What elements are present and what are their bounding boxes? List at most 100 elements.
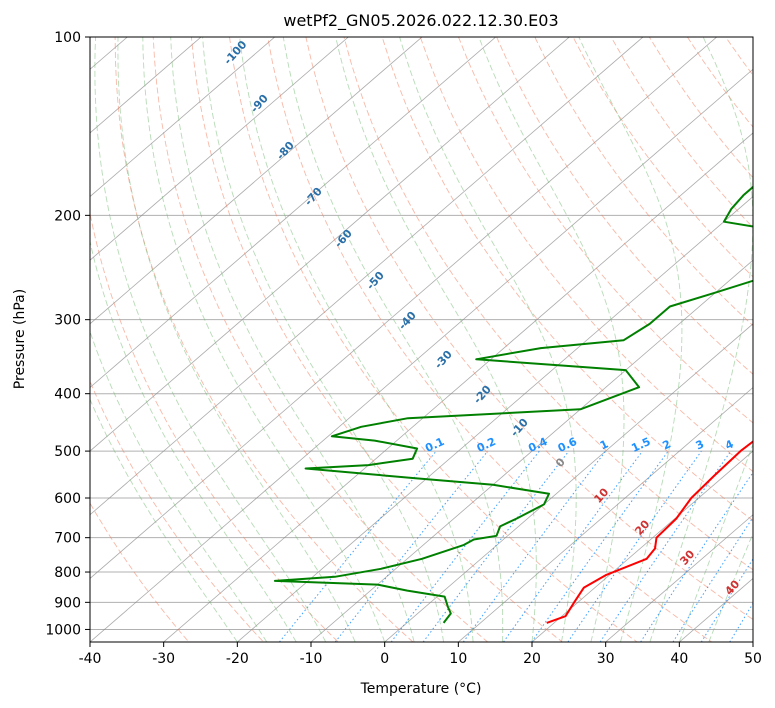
isotherm-line [90, 37, 276, 198]
background-lines [0, 10, 775, 654]
mixing-ratio-line [672, 516, 753, 642]
mixing-ratio-line [700, 558, 753, 642]
dry-adiabat-label: -70 [302, 185, 325, 209]
isotherm-line [752, 641, 753, 642]
mixing-ratio-line [758, 451, 775, 642]
dry-adiabat-line [90, 210, 339, 642]
y-tick-label: 600 [54, 491, 81, 507]
mixing-ratio-line [503, 450, 643, 642]
mixing-ratio-line [640, 471, 753, 642]
x-tick-label: -40 [79, 651, 102, 667]
x-tick-label: 0 [380, 651, 389, 667]
dry-adiabat-line [267, 37, 713, 642]
isotherm-line [90, 37, 423, 325]
dry-adiabat-label: -50 [364, 269, 387, 293]
moist-adiabat-line [90, 398, 238, 642]
moist-adiabat-line [117, 37, 356, 642]
y-tick-label: 200 [54, 208, 81, 224]
moist-adiabat-line [94, 37, 327, 642]
dry-adiabat-line [496, 37, 753, 375]
dry-adiabat-label: -30 [432, 348, 455, 372]
dry-adiabat-line [90, 502, 190, 642]
moist-adiabat-line [202, 37, 445, 642]
mixing-ratio-line [531, 450, 669, 642]
isotherm-line [90, 37, 718, 579]
moist-adiabat-line [578, 37, 683, 642]
dry-adiabat-line [458, 37, 753, 424]
mixing-ratio-label: 1.5 [629, 435, 652, 455]
x-tick-label: 30 [597, 651, 615, 667]
mixing-ratio-line [334, 450, 489, 642]
moist-adiabat-line [708, 532, 753, 642]
isotherm-line [531, 450, 753, 642]
x-axis: -40 -30 -20 -10 0 10 20 30 40 50 [79, 642, 762, 667]
mixing-ratio-line [279, 450, 437, 642]
dry-adiabat-line [648, 37, 753, 179]
moist-adiabat-line [170, 37, 415, 642]
moist-adiabat-label: 0 [553, 455, 568, 470]
mixing-ratio-label: 0.1 [423, 435, 446, 455]
dry-adiabat-line [419, 37, 753, 473]
dry-adiabat-line [90, 380, 265, 642]
dry-adiabat-line [745, 10, 775, 654]
dry-adiabat-label: -60 [332, 227, 355, 251]
moist-adiabat-line [90, 239, 297, 642]
isotherm-line [236, 196, 753, 642]
x-tick-label: 20 [523, 651, 541, 667]
mixing-ratio-line [422, 450, 570, 642]
mixing-ratio-line [390, 450, 540, 642]
isotherm-line [90, 37, 497, 389]
y-tick-label: 500 [54, 444, 81, 460]
mixing-ratio-line [599, 450, 732, 642]
moist-adiabat-line [335, 37, 537, 642]
y-axis-title: Pressure (hPa) [12, 289, 28, 389]
mixing-ratio-label: 0.2 [475, 435, 498, 455]
isotherm-line [90, 37, 570, 452]
isotherm-line [0, 10, 11, 654]
dry-adiabat-line [152, 37, 489, 642]
isotherm-line [90, 37, 349, 261]
dry-adiabat-line [725, 37, 753, 76]
x-tick-label: 50 [744, 651, 762, 667]
dry-adiabat-line [114, 37, 414, 642]
moist-adiabat-line [399, 37, 577, 642]
dry-adiabat-line [381, 37, 753, 522]
y-tick-label: 900 [54, 595, 81, 611]
moist-adiabat-line [239, 37, 474, 642]
isotherm-line [90, 37, 644, 516]
y-tick-label: 400 [54, 387, 81, 403]
moist-adiabat-line [142, 37, 386, 642]
moist-adiabat-line [282, 37, 504, 642]
dry-adiabat-line [343, 37, 753, 571]
y-tick-label: 700 [54, 531, 81, 547]
mixing-ratio-line [567, 450, 702, 642]
mixing-ratio-line [462, 450, 607, 642]
mixing-ratio-label: 3 [694, 437, 706, 452]
moist-adiabat-line [678, 442, 753, 642]
dry-adiabat-line [229, 37, 638, 642]
dewpoint-profile-line [273, 185, 753, 624]
isotherm-line [605, 514, 753, 642]
y-tick-label: 100 [54, 30, 81, 46]
isotherm-line [90, 37, 202, 134]
dry-adiabat-line [305, 37, 753, 621]
dry-adiabat-label: -90 [248, 92, 271, 116]
isotherm-line [163, 132, 753, 642]
x-tick-label: 10 [449, 651, 467, 667]
isotherm-line [90, 68, 753, 642]
plot-frame [89, 36, 754, 643]
mixing-ratio-label: 0.6 [556, 435, 579, 455]
dry-adiabat-line [534, 37, 753, 327]
moist-adiabat-line [90, 330, 268, 642]
mixing-ratio-line [729, 602, 753, 642]
chart-title: wetPf2_GN05.2026.022.12.30.E03 [283, 11, 558, 31]
isotherm-line [310, 259, 753, 642]
y-axis: 100 200 300 400 500 600 700 800 900 1000 [45, 30, 90, 638]
profile-series [273, 185, 753, 624]
isotherm-line [457, 386, 753, 642]
x-tick-label: -30 [152, 651, 175, 667]
dry-adiabat-label: -20 [471, 383, 494, 407]
x-axis-title: Temperature (°C) [360, 681, 482, 697]
x-tick-label: -20 [226, 651, 249, 667]
dry-adiabat-line [190, 37, 564, 642]
